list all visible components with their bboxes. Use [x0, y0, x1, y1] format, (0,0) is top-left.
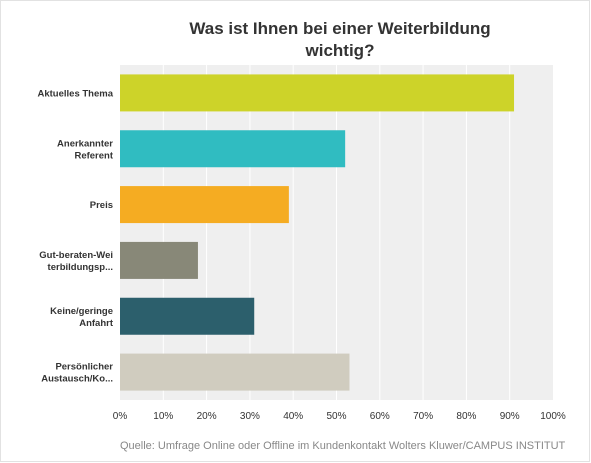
category-label: Persönlicher	[55, 362, 113, 373]
bar	[120, 186, 289, 224]
bar	[120, 297, 255, 335]
chart-title-line-2: wichtig?	[305, 41, 375, 60]
category-label: Aktuelles Thema	[38, 88, 114, 99]
x-tick-label: 10%	[153, 411, 173, 422]
chart-title: Was ist Ihnen bei einer Weiterbildung wi…	[120, 18, 560, 62]
bar	[120, 130, 346, 168]
x-tick-label: 90%	[500, 411, 520, 422]
category-label: Preis	[90, 200, 113, 211]
category-label: Austausch/Ko...	[41, 374, 113, 385]
x-tick-label: 70%	[413, 411, 433, 422]
x-tick-label: 100%	[540, 411, 566, 422]
x-tick-label: 0%	[113, 411, 128, 422]
x-tick-label: 20%	[197, 411, 217, 422]
x-tick-label: 60%	[370, 411, 390, 422]
bar	[120, 74, 515, 112]
chart-title-line-1: Was ist Ihnen bei einer Weiterbildung	[189, 19, 491, 38]
category-label: Keine/geringe	[50, 306, 113, 317]
category-label: Referent	[74, 150, 113, 161]
x-tick-label: 80%	[456, 411, 476, 422]
category-label: Anerkannter	[57, 138, 113, 149]
x-tick-label: 40%	[283, 411, 303, 422]
x-tick-label: 30%	[240, 411, 260, 422]
bar	[120, 241, 198, 279]
category-label: Anfahrt	[79, 318, 114, 329]
category-label: terbildungsp...	[48, 262, 113, 273]
source-note: Quelle: Umfrage Online oder Offline im K…	[120, 440, 566, 452]
category-label: Gut-beraten-Wei	[39, 250, 113, 261]
x-tick-label: 50%	[326, 411, 346, 422]
bar	[120, 353, 350, 391]
